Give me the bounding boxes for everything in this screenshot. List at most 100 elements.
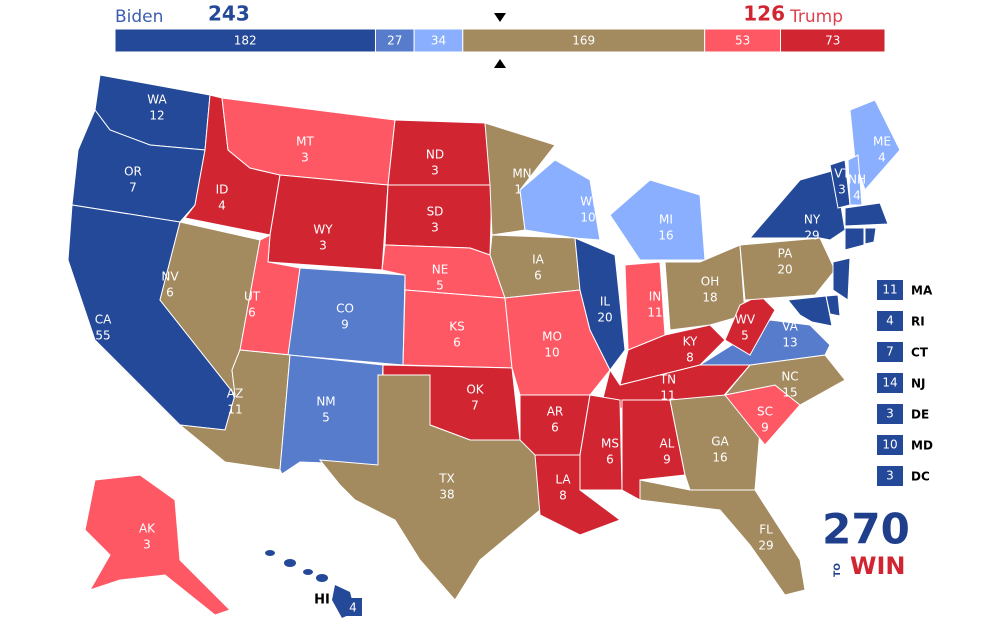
small-states (787, 202, 889, 327)
state-abbr: IA (532, 253, 545, 267)
callout-votes: 11 (882, 283, 897, 297)
callout-votes: 7 (886, 345, 894, 359)
state-votes: 3 (143, 538, 151, 552)
state-abbr: SD (427, 205, 444, 219)
hawaii-label: HI (314, 593, 330, 608)
logo-number: 270 (822, 505, 910, 554)
state (639, 479, 806, 596)
callout-abbr: NJ (911, 377, 926, 391)
state-votes: 20 (597, 311, 612, 325)
state-votes: 10 (544, 346, 559, 360)
state (724, 294, 776, 356)
state-votes: 29 (758, 539, 773, 553)
state (489, 234, 581, 299)
logo-win: WIN (850, 552, 906, 580)
state-votes: 11 (647, 306, 662, 320)
state-abbr: CA (95, 313, 112, 327)
state-abbr: AZ (227, 387, 243, 401)
state-votes: 9 (341, 318, 349, 332)
callout-box (877, 342, 903, 362)
callout-votes: 10 (882, 438, 897, 452)
state-abbr: OH (701, 275, 719, 289)
callout-abbr: DE (911, 408, 929, 422)
callout-box (877, 404, 903, 424)
state-abbr: MO (542, 330, 562, 344)
state-votes: 5 (322, 411, 330, 425)
state-abbr: WA (147, 93, 167, 107)
state-votes: 29 (804, 229, 819, 243)
logo-to: TO (833, 563, 843, 577)
state-votes: 3 (301, 151, 309, 165)
left-total: 243 (208, 2, 250, 26)
state-abbr: IL (600, 295, 611, 309)
state-abbr: UT (244, 290, 261, 304)
state-votes: 6 (551, 421, 559, 435)
state (579, 394, 623, 491)
state (287, 267, 406, 366)
right-total: 126 (743, 2, 785, 26)
center-marker-bottom (494, 59, 506, 68)
state-abbr: NE (432, 263, 449, 277)
hawaii-islands (265, 550, 355, 618)
state-abbr: CO (336, 302, 354, 316)
state-votes: 6 (453, 336, 461, 350)
vote-bar: 182 27 34 169 53 73 (114, 28, 886, 53)
state (609, 179, 706, 261)
state-votes: 4 (218, 199, 226, 213)
state-votes: 20 (777, 263, 792, 277)
state-abbr: MI (659, 213, 673, 227)
bar-segment-label: 27 (387, 34, 402, 48)
state-shape (844, 202, 889, 227)
callout-abbr: MD (911, 439, 933, 453)
state-abbr: VT (834, 167, 850, 181)
state-abbr: AK (139, 522, 156, 536)
callout-box (877, 280, 903, 300)
state (748, 169, 846, 241)
center-marker-top (494, 13, 506, 22)
hawaii-box (344, 598, 362, 616)
state-abbr: NM (316, 395, 335, 409)
state-shape (787, 295, 833, 327)
bar-segment-label: 169 (572, 34, 595, 48)
state-abbr: ID (216, 183, 229, 197)
state-abbr: WV (735, 313, 756, 327)
state-abbr: MT (296, 135, 314, 149)
state-abbr: OK (466, 383, 484, 397)
state-shape (832, 257, 851, 301)
callout-abbr: DC (911, 470, 930, 484)
callout-box (877, 435, 903, 455)
state-votes: 7 (129, 181, 137, 195)
state-abbr: IN (649, 290, 662, 304)
state-votes: 38 (439, 488, 454, 502)
callout-votes: 4 (886, 314, 894, 328)
state-abbr: ND (426, 148, 444, 162)
state-votes: 7 (471, 399, 479, 413)
left-name: Biden (115, 7, 163, 27)
island (303, 569, 313, 575)
state-votes: 6 (248, 306, 256, 320)
state-abbr: KS (449, 320, 465, 334)
state-abbr: SC (757, 405, 773, 419)
state-votes: 8 (686, 351, 694, 365)
state-votes: 5 (436, 279, 444, 293)
bar-segment (780, 28, 886, 53)
bar-segment-label: 73 (825, 34, 840, 48)
state (267, 174, 389, 271)
state-votes: 9 (761, 421, 769, 435)
state-abbr: MN (512, 167, 531, 181)
state-abbr: TN (659, 373, 676, 387)
state-votes: 11 (660, 389, 675, 403)
state-abbr: AL (660, 437, 675, 451)
state-abbr: OR (124, 165, 142, 179)
island (284, 559, 296, 567)
callout-box (877, 373, 903, 393)
state (84, 474, 231, 616)
state-votes: 16 (658, 229, 673, 243)
state-abbr: WY (313, 223, 333, 237)
state-votes: 6 (166, 286, 174, 300)
callout-votes: 3 (886, 469, 894, 483)
state-abbr: GA (711, 435, 729, 449)
state-abbr: MS (601, 437, 619, 451)
callout-box (877, 311, 903, 331)
